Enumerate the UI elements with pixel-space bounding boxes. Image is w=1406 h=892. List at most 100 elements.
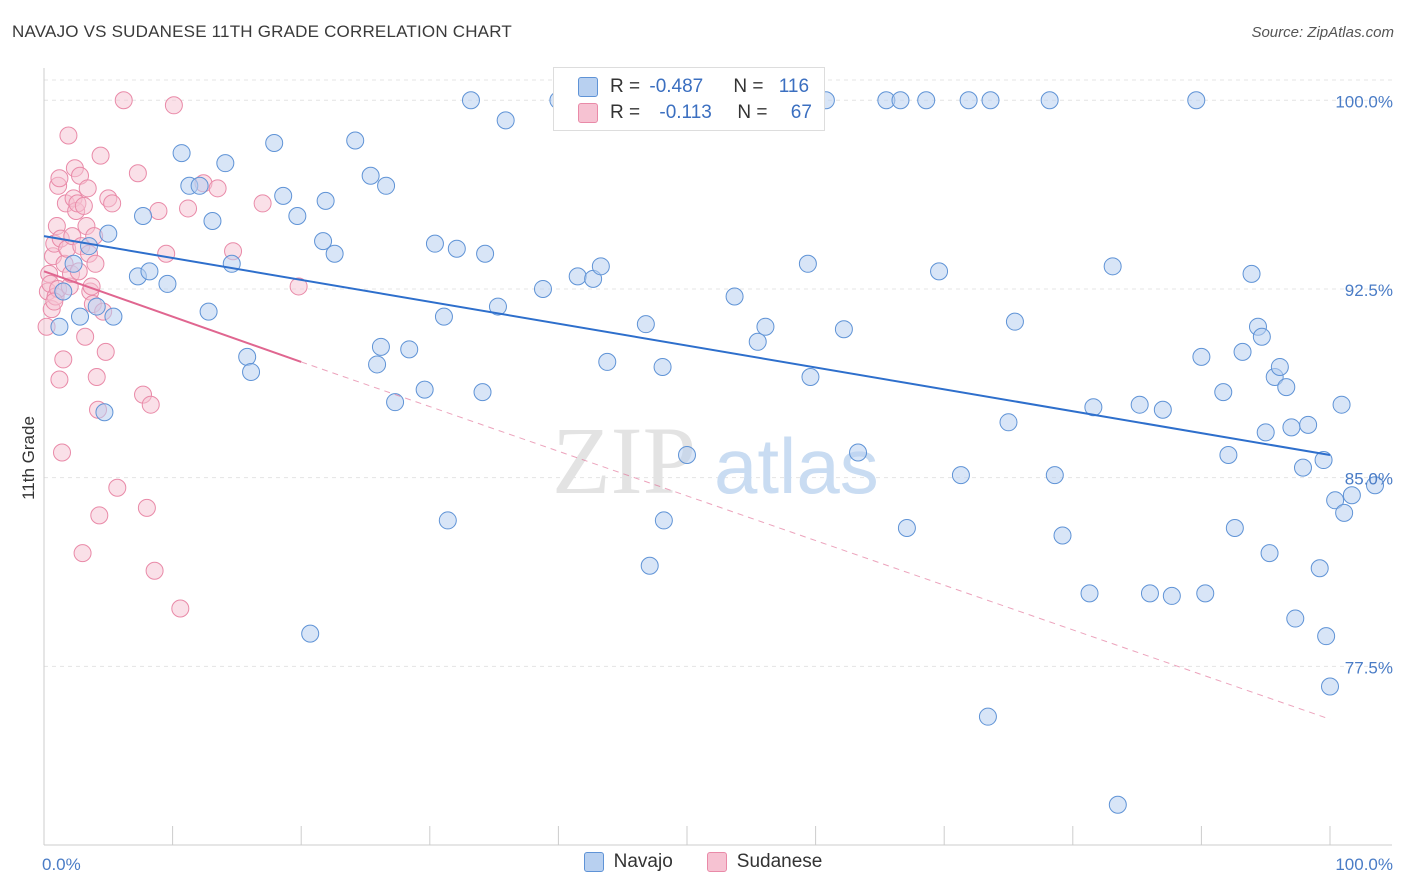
navajo-point-50 [591,257,610,276]
sudanese-point-40 [87,368,106,387]
sudanese-point-50 [128,164,147,183]
sudanese-point-11 [50,370,69,389]
navajo-trend-line [43,235,1331,457]
navajo-point-114 [1332,395,1351,414]
navajo-point-7 [99,224,118,243]
sudanese-point-14 [54,350,73,369]
navajo-point-13 [172,144,191,163]
navajo-point-80 [1045,466,1064,485]
navajo-point-72 [930,262,949,281]
navajo-point-40 [447,239,466,258]
y-axis-label: 11th Grade [19,416,38,500]
navajo-point-95 [1225,518,1244,537]
sudanese-point-18 [59,126,78,145]
y-tick-label-0: 100.0% [1335,92,1393,111]
legend-sudanese-r-value: -0.113 [659,102,712,123]
sudanese-point-39 [86,254,105,273]
navajo-point-15 [190,176,209,195]
legend-sudanese-n-label: N = [737,102,773,123]
legend-navajo-n-value: 116 [778,76,810,97]
sudanese-point-63 [253,194,272,213]
navajo-point-104 [1277,378,1296,397]
navajo-point-22 [265,134,284,153]
y-tick-label-3: 77.5% [1345,658,1393,677]
navajo-point-37 [425,234,444,253]
legend-row-sudanese: R = -0.113 N = 67 [578,100,812,126]
navajo-point-67 [849,443,868,462]
navajo-point-26 [314,232,333,251]
navajo-point-36 [415,380,434,399]
navajo-point-29 [346,131,365,150]
navajo-point-41 [461,91,480,110]
y-tick-label-2: 85.0% [1345,470,1393,489]
navajo-point-70 [897,518,916,537]
x-tick-label-1: 100.0% [1335,855,1393,874]
navajo-point-11 [140,262,159,281]
bottom-legend-sudanese: Sudanese [706,851,822,873]
navajo-point-100 [1256,423,1275,442]
navajo-point-57 [678,446,696,465]
navajo-point-76 [981,91,1000,110]
sudanese-point-56 [157,244,176,263]
navajo-point-89 [1162,586,1181,605]
navajo-point-20 [238,347,257,366]
navajo-point-84 [1103,257,1122,276]
navajo-point-87 [1140,584,1159,603]
legend-navajo-n-label: N = [733,76,769,97]
navajo-point-82 [1080,584,1099,603]
sudanese-trend-extension [301,361,1331,720]
navajo-point-32 [371,337,390,356]
navajo-point-35 [400,340,419,359]
sudanese-point-30 [74,196,93,215]
sudanese-point-33 [78,179,97,198]
sudanese-point-61 [208,179,227,198]
navajo-point-18 [216,154,235,173]
navajo-point-109 [1310,559,1329,578]
sudanese-point-52 [137,498,156,517]
navajo-point-112 [1321,677,1339,696]
navajo-point-8 [104,307,123,326]
navajo-point-69 [891,91,910,110]
navajo-point-28 [325,244,344,263]
navajo-point-71 [917,91,936,110]
navajo-point-4 [80,237,99,256]
navajo-point-91 [1192,347,1211,366]
navajo-point-43 [476,244,495,263]
navajo-point-34 [386,393,405,412]
legend-navajo-r-value: -0.487 [649,76,704,97]
axes [43,68,1392,846]
navajo-point-1 [54,282,73,301]
sudanese-point-57 [164,96,183,115]
navajo-point-116 [1342,486,1361,505]
navajo-point-61 [748,332,767,351]
navajo-point-3 [71,307,90,326]
navajo-point-94 [1219,446,1238,465]
navajo-legend-swatch [583,852,604,872]
y-tick-label-1: 92.5% [1345,281,1393,300]
navajo-point-99 [1252,327,1271,346]
navajo-point-78 [1005,312,1024,331]
navajo-point-105 [1282,418,1301,437]
navajo-point-23 [274,186,293,205]
sudanese-point-64 [289,277,308,296]
navajo-point-33 [377,176,396,195]
watermark-zip: ZIP [552,407,696,514]
bottom-legend-navajo-label: Navajo [613,851,673,872]
sudanese-point-49 [114,91,133,110]
navajo-point-31 [368,355,387,374]
navajo-point-38 [434,307,453,326]
navajo-point-45 [496,111,515,130]
sudanese-point-42 [90,506,109,525]
navajo-point-2 [64,254,83,273]
legend-row-navajo: R = -0.487 N = 116 [578,74,809,100]
navajo-point-88 [1153,400,1172,419]
navajo-point-10 [134,206,153,225]
navajo-point-54 [640,556,659,575]
navajo-point-48 [568,267,587,286]
sudanese-point-47 [103,194,122,213]
sudanese-point-43 [91,146,110,165]
navajo-point-16 [199,302,218,321]
navajo-point-62 [756,317,775,336]
navajo-point-115 [1335,503,1354,522]
